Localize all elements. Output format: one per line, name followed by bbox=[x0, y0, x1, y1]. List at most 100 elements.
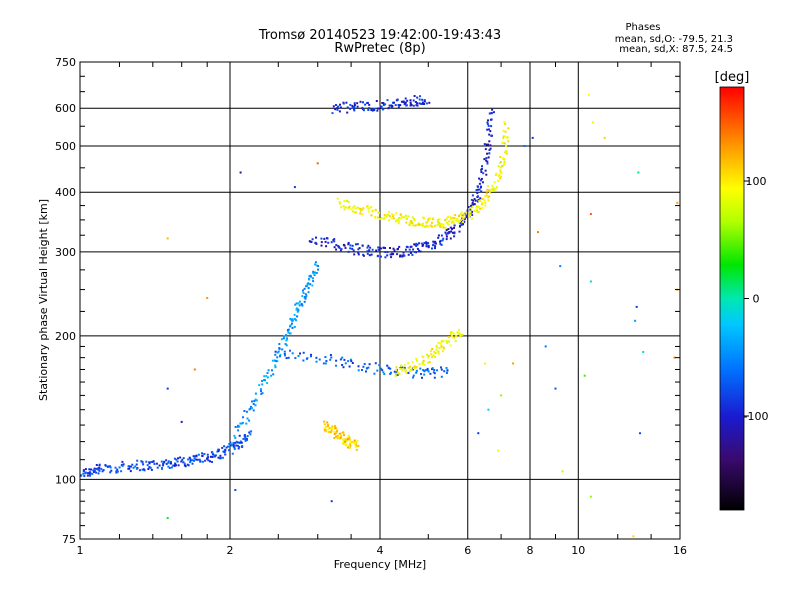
data-point bbox=[453, 217, 456, 219]
colorbar-tick-label: 100 bbox=[746, 175, 767, 188]
data-point bbox=[236, 425, 239, 428]
data-point bbox=[296, 315, 299, 318]
data-point bbox=[308, 275, 311, 278]
data-point bbox=[402, 101, 405, 104]
x-tick-label: 2 bbox=[227, 544, 234, 557]
data-point bbox=[243, 434, 246, 436]
data-point bbox=[286, 338, 289, 341]
data-point bbox=[368, 103, 371, 106]
data-point bbox=[314, 261, 317, 264]
data-point bbox=[480, 177, 483, 180]
data-point bbox=[328, 427, 331, 429]
data-point bbox=[336, 107, 339, 109]
data-point bbox=[313, 271, 316, 274]
data-point bbox=[407, 215, 410, 218]
data-point bbox=[291, 326, 294, 329]
data-point bbox=[324, 356, 327, 358]
data-point bbox=[255, 399, 258, 402]
data-point bbox=[165, 459, 168, 462]
data-point bbox=[392, 214, 395, 217]
data-point bbox=[237, 447, 240, 450]
data-point bbox=[217, 450, 220, 452]
data-point bbox=[240, 441, 243, 444]
data-point bbox=[147, 468, 150, 470]
data-point bbox=[241, 421, 244, 424]
data-point bbox=[477, 195, 479, 198]
data-point bbox=[330, 356, 333, 359]
data-point bbox=[499, 156, 502, 158]
y-axis-label: Stationary phase Virtual Height [km] bbox=[37, 199, 50, 401]
data-point bbox=[411, 361, 414, 364]
data-point bbox=[471, 213, 474, 216]
data-point bbox=[456, 218, 459, 220]
data-point bbox=[333, 437, 336, 439]
data-point bbox=[403, 216, 406, 219]
data-point bbox=[423, 103, 426, 105]
data-point bbox=[177, 464, 180, 467]
data-point bbox=[231, 452, 234, 455]
data-point bbox=[343, 434, 345, 437]
data-point bbox=[409, 252, 412, 254]
data-point bbox=[409, 101, 412, 104]
data-point bbox=[330, 429, 333, 432]
data-point bbox=[485, 159, 488, 162]
data-point bbox=[95, 468, 98, 470]
data-point bbox=[444, 231, 447, 234]
data-point bbox=[447, 228, 450, 231]
data-point bbox=[447, 215, 450, 218]
data-point bbox=[166, 387, 169, 390]
data-point bbox=[280, 338, 283, 341]
data-point bbox=[399, 104, 402, 107]
data-point bbox=[442, 226, 445, 229]
data-point bbox=[347, 446, 350, 449]
data-point bbox=[235, 444, 238, 447]
data-point bbox=[92, 469, 95, 472]
data-point bbox=[493, 180, 496, 183]
data-point bbox=[506, 136, 509, 139]
data-point bbox=[278, 347, 281, 350]
data-point bbox=[426, 225, 429, 228]
data-point bbox=[366, 246, 369, 249]
data-point bbox=[484, 362, 487, 365]
data-point bbox=[237, 441, 240, 444]
data-point bbox=[449, 344, 452, 347]
data-point bbox=[363, 363, 366, 365]
data-point bbox=[309, 275, 312, 278]
data-point bbox=[450, 218, 452, 221]
data-point bbox=[110, 469, 113, 472]
data-point bbox=[331, 425, 334, 428]
data-point bbox=[333, 238, 336, 241]
data-point bbox=[223, 445, 226, 448]
data-point bbox=[297, 302, 300, 305]
data-point bbox=[351, 106, 354, 109]
data-point bbox=[335, 435, 338, 438]
data-point bbox=[375, 100, 378, 102]
data-point bbox=[252, 409, 255, 412]
data-point bbox=[344, 440, 347, 443]
data-point bbox=[211, 456, 214, 458]
data-point bbox=[232, 443, 235, 446]
data-point bbox=[440, 234, 443, 237]
data-point bbox=[194, 455, 197, 458]
data-point bbox=[170, 462, 172, 465]
data-point bbox=[489, 144, 492, 147]
data-point bbox=[492, 111, 495, 114]
data-point bbox=[409, 99, 412, 102]
data-point bbox=[308, 240, 311, 243]
data-point bbox=[349, 247, 352, 250]
data-point bbox=[490, 125, 493, 128]
data-point bbox=[374, 208, 377, 211]
data-point bbox=[458, 328, 460, 331]
data-point bbox=[440, 344, 443, 347]
data-point bbox=[175, 464, 177, 467]
data-point bbox=[129, 470, 132, 473]
data-point bbox=[314, 263, 317, 266]
data-point bbox=[447, 220, 450, 223]
data-point bbox=[323, 420, 326, 423]
data-point bbox=[440, 366, 442, 369]
data-point bbox=[357, 253, 360, 256]
data-point bbox=[404, 214, 407, 217]
data-point bbox=[199, 460, 202, 463]
data-point bbox=[182, 461, 185, 464]
data-point bbox=[349, 438, 352, 441]
